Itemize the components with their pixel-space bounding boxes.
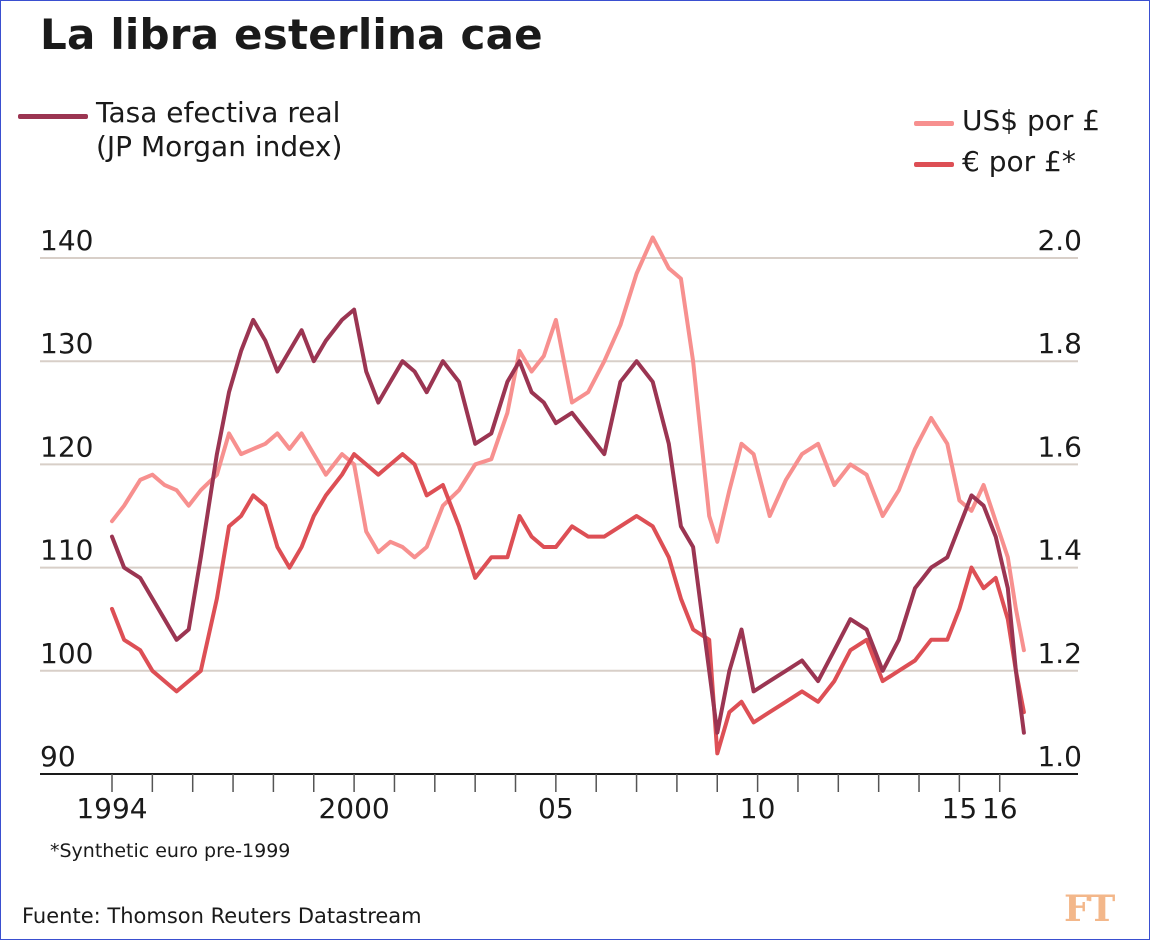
y-left-tick-label: 130 <box>40 327 93 360</box>
x-tick-label: 05 <box>538 792 574 825</box>
x-tick-label: 15 <box>942 792 978 825</box>
x-axis <box>111 774 1001 792</box>
legend-swatch-usd <box>914 121 954 126</box>
y-right-tick-label: 1.0 <box>1037 740 1082 773</box>
ft-logo: FT <box>1064 888 1115 930</box>
y-right-tick-label: 1.4 <box>1037 534 1082 567</box>
legend-label-tasa-main: Tasa efectiva real <box>96 96 341 129</box>
y-right-tick-label: 1.2 <box>1037 637 1082 670</box>
y-left-tick-label: 120 <box>40 430 93 463</box>
legend-label-tasa: Tasa efectiva real (JP Morgan index) <box>96 96 342 164</box>
legend-label-tasa-sub: (JP Morgan index) <box>96 130 343 163</box>
y-left-tick-label: 140 <box>40 224 93 257</box>
legend-swatch-eur <box>914 162 954 167</box>
x-tick-label: 16 <box>982 792 1018 825</box>
x-tick-label: 2000 <box>318 792 389 825</box>
y-right-tick-label: 1.8 <box>1037 327 1082 360</box>
legend-label-usd: US$ por £ <box>962 104 1101 137</box>
footnote: *Synthetic euro pre-1999 <box>50 840 291 862</box>
y-left-tick-label: 110 <box>40 534 93 567</box>
y-right-tick-label: 1.6 <box>1037 430 1082 463</box>
source-note: Fuente: Thomson Reuters Datastream <box>22 904 422 928</box>
series-line-usd <box>110 235 1026 653</box>
series-line-tasa <box>110 307 1026 735</box>
gridlines <box>40 257 1078 775</box>
chart-title: La libra esterlina cae <box>40 10 543 59</box>
tick-labels: 90 100 110 120 130 140 1.0 1.2 1.4 1.6 1.8 2.0 1994 2… <box>40 224 1082 825</box>
y-left-tick-label: 90 <box>40 740 76 773</box>
series-line-eur <box>110 452 1026 756</box>
legend-label-eur: € por £* <box>962 145 1076 178</box>
y-left-tick-label: 100 <box>40 637 93 670</box>
series-lines <box>110 235 1026 756</box>
x-tick-label: 1994 <box>76 792 147 825</box>
legend-swatch-tasa <box>18 114 88 119</box>
x-tick-label: 10 <box>740 792 776 825</box>
y-right-tick-label: 2.0 <box>1037 224 1082 257</box>
